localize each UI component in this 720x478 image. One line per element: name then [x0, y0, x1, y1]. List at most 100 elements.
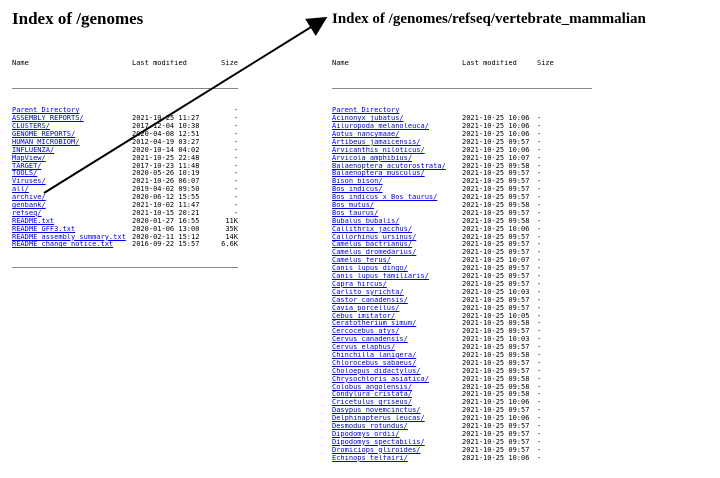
- entry-link[interactable]: Callithrix_jacchus/: [332, 225, 413, 233]
- modified-date: 2021-10-25 22:48: [132, 154, 200, 162]
- entry-link[interactable]: refseq/: [12, 209, 42, 217]
- table-row: Bison_bison/2021-10-25 09:57-: [332, 177, 592, 186]
- table-row: TARGET/2017-10-23 11:48-: [12, 162, 238, 171]
- entry-link[interactable]: Bison_bison/: [332, 178, 383, 186]
- modified-date: 2021-10-25 10:03: [462, 288, 530, 296]
- file-size: -: [537, 358, 542, 367]
- entry-link[interactable]: Bos_mutus/: [332, 202, 375, 210]
- entry-link[interactable]: Bubalus_bubalis/: [332, 217, 400, 225]
- entry-link[interactable]: Ailuropoda_melanoleuca/: [332, 123, 429, 131]
- table-row: Capra_hircus/2021-10-25 09:57-: [332, 280, 592, 289]
- entry-link[interactable]: MapView/: [12, 154, 46, 162]
- entry-link[interactable]: Cercocebus_atys/: [332, 328, 400, 336]
- table-row: Delphinapterus_leucas/2021-10-25 10:06-: [332, 414, 592, 423]
- file-size: -: [537, 264, 542, 273]
- entry-link[interactable]: README_change_notice.txt: [12, 241, 114, 249]
- entry-link[interactable]: Dasypus_novemcinctus/: [332, 407, 421, 415]
- table-row: Canis_lupus_dingo/2021-10-25 09:57-: [332, 264, 592, 273]
- last-modified-column-header[interactable]: Last modified: [462, 59, 517, 67]
- entry-link[interactable]: Ceratotherium_simum/: [332, 320, 417, 328]
- table-row: Arvicanthis_niloticus/2021-10-25 10:06-: [332, 145, 592, 155]
- entry-link[interactable]: INFLUENZA/: [12, 146, 55, 154]
- entry-link[interactable]: Chrysochloris_asiatica/: [332, 375, 429, 383]
- entry-link[interactable]: Cricetulus_griseus/: [332, 399, 413, 407]
- entry-link[interactable]: Callorhinus_ursinus/: [332, 233, 417, 241]
- entry-link[interactable]: TARGET/: [12, 162, 42, 170]
- entry-link[interactable]: Camelus_bactrianus/: [332, 241, 413, 249]
- modified-date: 2021-10-25 09:58: [462, 217, 530, 225]
- entry-link[interactable]: TOOLS/: [12, 170, 38, 178]
- entry-link[interactable]: Cervus_canadensis/: [332, 336, 408, 344]
- entry-link[interactable]: HUMAN_MICROBIOM/: [12, 138, 80, 146]
- table-row: MapView/2021-10-25 22:48-: [12, 154, 238, 163]
- modified-date: 2021-10-25 09:58: [462, 162, 530, 170]
- table-row: Bos_indicus/2021-10-25 09:57-: [332, 185, 592, 194]
- file-size: -: [233, 193, 238, 202]
- entry-link[interactable]: Bos_indicus/: [332, 186, 383, 194]
- table-row: Balaenoptera_musculus/2021-10-25 09:57-: [332, 170, 592, 178]
- entry-link[interactable]: Dromiciops_gliroides/: [332, 446, 421, 454]
- modified-date: 2021-10-25 09:57: [462, 209, 530, 217]
- modified-date: 2021-10-25 09:57: [462, 249, 530, 257]
- entry-link[interactable]: Chlorocebus_sabaeus/: [332, 359, 417, 367]
- entry-link[interactable]: Colobus_angolensis/: [332, 383, 413, 391]
- entry-link[interactable]: Condylura_cristata/: [332, 391, 413, 399]
- file-size: -: [537, 122, 542, 131]
- modified-date: 2017-12-04 10:38: [132, 123, 200, 131]
- entry-link[interactable]: Cavia_porcellus/: [332, 304, 400, 312]
- entry-link[interactable]: Canis_lupus_dingo/: [332, 265, 408, 273]
- entry-link[interactable]: Castor_canadensis/: [332, 296, 408, 304]
- entry-link[interactable]: CLUSTERS/: [12, 123, 50, 131]
- entry-link[interactable]: Balaenoptera_acutorostrata/: [332, 162, 446, 170]
- entry-link[interactable]: Camelus_dromedarius/: [332, 249, 417, 257]
- file-size: -: [537, 145, 542, 154]
- entry-link[interactable]: README.txt: [12, 217, 55, 225]
- entry-link[interactable]: Balaenoptera_musculus/: [332, 170, 425, 178]
- entry-link[interactable]: Bos_taurus/: [332, 209, 379, 217]
- entry-link[interactable]: Capra_hircus/: [332, 280, 387, 288]
- entry-link[interactable]: Echinops_telfairi/: [332, 454, 408, 462]
- entry-link[interactable]: Viruses/: [12, 178, 46, 186]
- file-size: -: [537, 272, 542, 281]
- entry-link[interactable]: Dipodomys_ordii/: [332, 430, 400, 438]
- file-size: -: [537, 185, 542, 194]
- size-column-header[interactable]: Size: [221, 58, 238, 67]
- entry-link[interactable]: Cebus_imitator/: [332, 312, 396, 320]
- entry-link[interactable]: Choloepus_didactylus/: [332, 367, 421, 375]
- entry-link[interactable]: Bos_indicus_x_Bos_taurus/: [332, 194, 438, 202]
- file-size: -: [537, 216, 542, 225]
- entry-link[interactable]: Arvicanthis_niloticus/: [332, 146, 425, 154]
- parent-directory-link[interactable]: Parent Directory: [12, 107, 80, 115]
- entry-link[interactable]: README_assembly_summary.txt: [12, 233, 126, 241]
- entry-link[interactable]: Cervus_elaphus/: [332, 344, 396, 352]
- modified-date: [132, 107, 212, 115]
- entry-link[interactable]: Carlito_syrichta/: [332, 288, 404, 296]
- entry-link[interactable]: Delphinapterus_leucas/: [332, 415, 425, 423]
- entry-link[interactable]: GENOME_REPORTS/: [12, 131, 76, 139]
- entry-link[interactable]: genbank/: [12, 202, 46, 210]
- entry-link[interactable]: Chinchilla_lanigera/: [332, 351, 417, 359]
- entry-link[interactable]: Aotus_nancymaae/: [332, 131, 400, 139]
- name-column-header[interactable]: Name: [332, 59, 349, 67]
- entry-link[interactable]: Acinonyx_jubatus/: [332, 115, 404, 123]
- name-column-header[interactable]: Name: [12, 59, 29, 67]
- entry-link[interactable]: README_GFF3.txt: [12, 225, 76, 233]
- entry-link[interactable]: Arvicola_amphibius/: [332, 154, 413, 162]
- entry-link[interactable]: Dipodomys_spectabilis/: [332, 438, 425, 446]
- last-modified-column-header[interactable]: Last modified: [132, 59, 187, 67]
- modified-date: 2021-10-25 09:57: [462, 170, 530, 178]
- modified-date: 2021-10-25 09:57: [462, 280, 530, 288]
- entry-link[interactable]: Camelus_ferus/: [332, 257, 392, 265]
- table-row: Desmodus_rotundus/2021-10-25 09:57-: [332, 422, 592, 431]
- entry-link[interactable]: Artibeus_jamaicensis/: [332, 138, 421, 146]
- size-column-header[interactable]: Size: [537, 58, 554, 67]
- entry-link[interactable]: Desmodus_rotundus/: [332, 422, 408, 430]
- entry-link[interactable]: ASSEMBLY_REPORTS/: [12, 115, 84, 123]
- entry-link[interactable]: Canis_lupus_familiaris/: [332, 273, 429, 281]
- entry-link[interactable]: all/: [12, 186, 29, 194]
- entry-link[interactable]: archive/: [12, 194, 46, 202]
- table-row: Viruses/2021-10-26 06:07-: [12, 177, 238, 186]
- file-size: -: [537, 232, 542, 241]
- parent-directory-link[interactable]: Parent Directory: [332, 107, 400, 115]
- left-page-title: Index of /genomes: [12, 9, 144, 28]
